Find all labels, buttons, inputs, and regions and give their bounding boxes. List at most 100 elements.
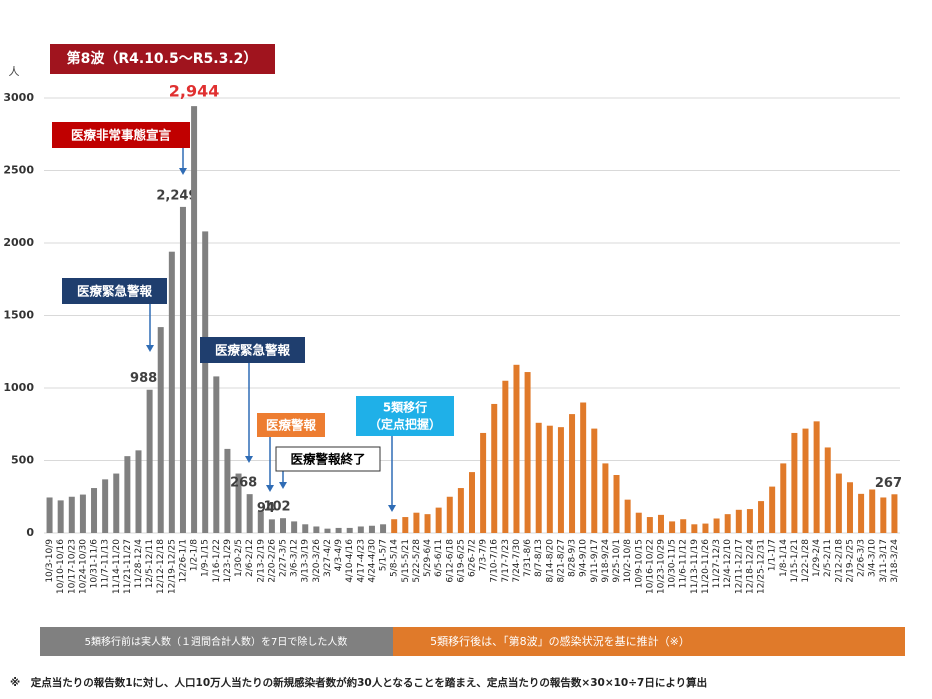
value-label: 2,944: [169, 82, 220, 101]
x-tick-label: 9/18-9/24: [601, 539, 611, 583]
x-tick-label: 2/19-2/25: [845, 539, 855, 583]
x-tick-label: 8/28-9/3: [568, 539, 578, 577]
bar: [613, 475, 620, 533]
y-tick-label: 2500: [3, 164, 34, 177]
y-tick-label: 3000: [3, 91, 34, 104]
bar: [880, 497, 887, 533]
bar: [813, 421, 820, 533]
x-tick-label: 1/8-1/14: [779, 539, 789, 577]
bar: [691, 524, 698, 533]
x-tick-label: 3/13-3/19: [301, 539, 311, 583]
bar: [680, 519, 687, 533]
arrow-head: [279, 482, 287, 489]
bar: [802, 428, 809, 533]
bar: [835, 473, 842, 533]
footnote: ※ 定点当たりの報告数1に対し、人口10万人当たりの新規感染者数が約30人となる…: [10, 676, 707, 689]
annotation: 医療緊急警報: [215, 343, 291, 358]
bar: [780, 463, 787, 533]
x-tick-label: 10/2-10/8: [623, 539, 633, 583]
x-tick-label: 1/1-1/7: [768, 539, 778, 571]
x-tick-label: 6/5-6/11: [434, 539, 444, 577]
bar: [413, 512, 420, 533]
bar: [846, 482, 853, 533]
annotation-box: [275, 446, 381, 472]
x-tick-label: 10/3-10/9: [45, 539, 55, 583]
x-tick-label: 11/21-11/27: [123, 539, 133, 594]
x-tick-label: 2/13-2/19: [256, 539, 266, 583]
x-tick-label: 4/17-4/23: [356, 539, 366, 583]
bar: [669, 521, 676, 533]
bar: [124, 456, 131, 533]
arrow-head: [266, 485, 274, 492]
bar: [858, 493, 865, 533]
bar: [824, 447, 831, 533]
x-tick-label: 1/2-1/8: [190, 539, 200, 571]
bar: [235, 473, 242, 533]
bar: [769, 486, 776, 533]
x-tick-label: 12/26-1/1: [178, 539, 188, 583]
annotation-box: [52, 122, 190, 148]
period-note: 5類移行前は実人数（１週間合計人数）を7日で除した人数: [85, 635, 348, 648]
bar: [657, 514, 664, 533]
bar: [57, 500, 64, 533]
annotation: 医療非常事態宣言: [71, 128, 172, 143]
y-tick-label: 500: [11, 454, 34, 467]
value-label: 94: [257, 501, 275, 516]
bar: [213, 376, 220, 533]
bar: [535, 422, 542, 533]
bar: [491, 403, 498, 533]
bar: [635, 512, 642, 533]
bar: [869, 489, 876, 533]
bar: [402, 517, 409, 533]
x-tick-label: 5/22-5/28: [412, 539, 422, 583]
x-tick-label: 12/12-12/18: [156, 539, 166, 594]
bar: [391, 519, 398, 533]
arrow-head: [388, 505, 396, 512]
x-tick-label: 10/31-11/6: [90, 539, 100, 589]
x-tick-label: 6/12-6/18: [445, 539, 455, 583]
period-band: [40, 627, 393, 656]
annotation: 医療警報終了: [290, 452, 365, 467]
bar: [891, 494, 898, 533]
bar: [446, 496, 453, 533]
x-tick-label: 5/1-5/7: [379, 539, 389, 571]
bar: [557, 427, 564, 533]
chart-title: 第8波（R4.10.5～R5.3.2）: [67, 50, 258, 67]
bar: [546, 425, 553, 533]
bar: [724, 514, 731, 533]
x-tick-label: 1/29-2/4: [812, 539, 822, 577]
x-tick-label: 10/23-10/29: [656, 539, 666, 594]
x-tick-label: 9/25-10/1: [612, 539, 622, 583]
x-tick-label: 9/4-9/10: [579, 539, 589, 577]
x-tick-label: 10/9-10/15: [634, 539, 644, 588]
x-tick-label: 3/18-3/24: [890, 539, 900, 583]
value-label: 268: [230, 476, 257, 491]
bar: [168, 251, 175, 533]
bar: [591, 428, 598, 533]
x-tick-label: 11/6-11/12: [679, 539, 689, 588]
x-tick-label: 3/20-3/26: [312, 539, 322, 583]
annotation: （定点把握）: [369, 417, 441, 432]
x-tick-label: 11/13-11/19: [690, 539, 700, 594]
x-tick-label: 11/7-11/13: [101, 539, 111, 588]
bar: [791, 432, 798, 533]
x-tick-label: 12/11-12/17: [734, 539, 744, 594]
x-tick-label: 10/10-10/16: [56, 539, 66, 594]
bar: [324, 528, 331, 533]
bar: [113, 473, 120, 533]
x-tick-label: 12/4-12/10: [723, 539, 733, 589]
x-tick-label: 2/5-2/11: [823, 539, 833, 577]
bar: [257, 511, 264, 533]
x-tick-label: 2/20-2/26: [267, 539, 277, 583]
bar: [68, 496, 75, 533]
x-tick-label: 10/16-10/22: [645, 539, 655, 594]
bar: [91, 488, 98, 533]
value-label: 267: [875, 476, 902, 491]
x-tick-label: 7/24-7/30: [512, 539, 522, 583]
bar: [291, 521, 298, 533]
x-tick-label: 7/10-7/16: [490, 539, 500, 583]
x-tick-label: 4/3-4/9: [334, 539, 344, 571]
bar: [179, 206, 186, 533]
x-tick-label: 11/14-11/20: [112, 539, 122, 594]
x-tick-label: 8/21-8/27: [556, 539, 566, 583]
